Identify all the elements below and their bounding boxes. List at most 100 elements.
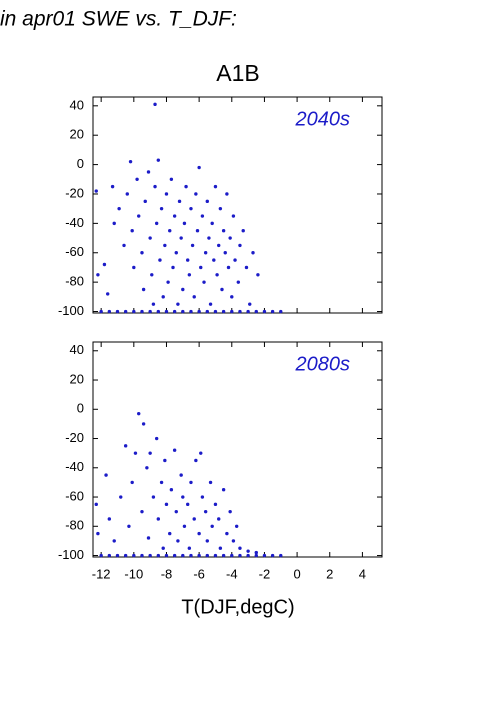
point — [112, 539, 116, 543]
point — [199, 265, 203, 270]
plot-frame — [92, 96, 383, 314]
point — [182, 221, 187, 226]
point — [244, 265, 249, 270]
point — [184, 184, 188, 189]
point — [205, 539, 209, 543]
point — [221, 229, 226, 233]
point — [102, 262, 107, 267]
point — [270, 553, 275, 558]
y-tick-label: 20 — [70, 127, 84, 142]
point — [107, 517, 112, 521]
point — [96, 273, 100, 277]
point — [148, 451, 152, 455]
point — [176, 302, 180, 306]
point — [177, 199, 182, 204]
y-tick-label: -100 — [58, 547, 84, 562]
point — [156, 553, 161, 558]
point — [195, 229, 200, 233]
point — [194, 458, 198, 463]
point — [128, 159, 133, 164]
point — [164, 309, 169, 314]
point — [218, 546, 223, 550]
y-tick-label: 40 — [70, 342, 84, 357]
point — [174, 509, 178, 514]
point — [231, 539, 236, 543]
point — [127, 524, 131, 528]
point — [207, 236, 211, 240]
y-tick-label: -80 — [65, 518, 84, 533]
point — [141, 287, 146, 292]
point — [189, 553, 193, 558]
plot-frame — [92, 341, 383, 558]
point — [172, 309, 177, 314]
x-tick-label: -4 — [226, 566, 238, 581]
point — [110, 184, 115, 189]
point — [182, 524, 187, 528]
point — [230, 553, 234, 558]
point — [231, 214, 236, 218]
point — [151, 302, 156, 306]
point — [254, 309, 258, 314]
point — [189, 480, 193, 485]
y-tick-label: -60 — [65, 244, 84, 259]
point — [205, 309, 209, 314]
point — [238, 243, 242, 248]
point — [217, 517, 221, 521]
point — [213, 502, 218, 507]
point — [181, 309, 185, 314]
point — [174, 251, 178, 255]
point — [172, 214, 177, 218]
point — [105, 292, 110, 296]
point — [212, 258, 216, 262]
point — [205, 199, 209, 204]
point — [192, 295, 196, 299]
point — [130, 229, 134, 233]
point — [181, 553, 185, 558]
point — [213, 184, 218, 189]
point — [279, 553, 283, 558]
panel-label: 2080s — [295, 353, 351, 375]
point — [141, 422, 146, 426]
point — [190, 243, 195, 248]
point — [156, 158, 161, 162]
point — [226, 265, 231, 270]
point — [234, 524, 239, 528]
point — [151, 495, 156, 499]
point — [148, 309, 152, 314]
y-tick-label: -80 — [65, 274, 84, 289]
point — [220, 287, 224, 292]
point — [153, 184, 157, 189]
point — [172, 553, 177, 558]
point — [94, 502, 98, 507]
point — [210, 524, 214, 528]
point — [228, 509, 232, 514]
point — [125, 192, 129, 196]
point — [135, 177, 139, 181]
point — [123, 444, 128, 448]
point — [197, 309, 201, 314]
point — [119, 495, 123, 499]
point — [159, 206, 164, 211]
point — [179, 236, 183, 240]
point — [270, 309, 275, 314]
y-tick-label: -20 — [65, 185, 84, 200]
point — [187, 546, 192, 550]
point — [197, 165, 201, 170]
point — [158, 258, 162, 262]
point — [199, 451, 203, 455]
x-axis-label: T(DJF,degC) — [181, 596, 294, 618]
point — [186, 258, 190, 262]
point — [107, 309, 112, 314]
point — [197, 531, 201, 536]
point — [123, 553, 128, 558]
point — [130, 480, 134, 485]
point — [208, 480, 213, 485]
y-tick-label: -100 — [58, 303, 84, 318]
point — [154, 436, 159, 441]
y-tick-label: 0 — [77, 156, 84, 171]
chart-title: A1B — [216, 60, 259, 86]
point — [241, 229, 245, 233]
point — [159, 480, 164, 485]
point — [164, 502, 169, 507]
